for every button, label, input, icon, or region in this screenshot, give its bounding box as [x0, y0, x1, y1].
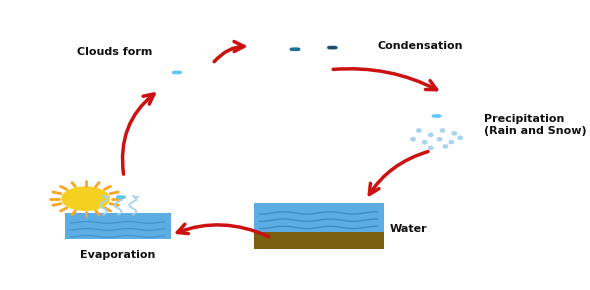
FancyBboxPatch shape: [172, 71, 182, 74]
FancyBboxPatch shape: [432, 114, 441, 118]
Ellipse shape: [451, 131, 457, 136]
FancyBboxPatch shape: [327, 46, 337, 49]
Circle shape: [62, 187, 109, 210]
Ellipse shape: [436, 115, 438, 116]
Ellipse shape: [435, 115, 437, 116]
FancyBboxPatch shape: [116, 195, 126, 199]
FancyBboxPatch shape: [290, 48, 300, 51]
Ellipse shape: [120, 196, 122, 197]
Ellipse shape: [448, 140, 454, 144]
Ellipse shape: [428, 146, 434, 150]
Ellipse shape: [437, 115, 439, 116]
Ellipse shape: [410, 137, 416, 142]
Text: Evaporation: Evaporation: [80, 250, 156, 260]
Ellipse shape: [437, 137, 442, 142]
Ellipse shape: [176, 71, 178, 73]
Ellipse shape: [428, 133, 434, 137]
Ellipse shape: [457, 135, 463, 140]
Ellipse shape: [296, 48, 297, 50]
Ellipse shape: [178, 72, 179, 73]
Text: Condensation: Condensation: [378, 41, 463, 51]
FancyBboxPatch shape: [65, 213, 171, 239]
Ellipse shape: [442, 144, 448, 149]
Text: Precipitation
(Rain and Snow): Precipitation (Rain and Snow): [484, 114, 586, 135]
Text: Water: Water: [389, 224, 427, 234]
Ellipse shape: [122, 196, 123, 197]
FancyBboxPatch shape: [254, 232, 384, 249]
Ellipse shape: [422, 140, 428, 144]
Ellipse shape: [119, 196, 121, 197]
FancyBboxPatch shape: [254, 203, 384, 232]
Ellipse shape: [416, 128, 422, 133]
Text: Clouds form: Clouds form: [77, 47, 152, 57]
Ellipse shape: [175, 72, 177, 73]
Ellipse shape: [440, 128, 445, 133]
Ellipse shape: [333, 47, 335, 48]
Ellipse shape: [293, 48, 295, 50]
Ellipse shape: [332, 46, 334, 48]
Ellipse shape: [294, 48, 296, 50]
Ellipse shape: [330, 47, 332, 48]
